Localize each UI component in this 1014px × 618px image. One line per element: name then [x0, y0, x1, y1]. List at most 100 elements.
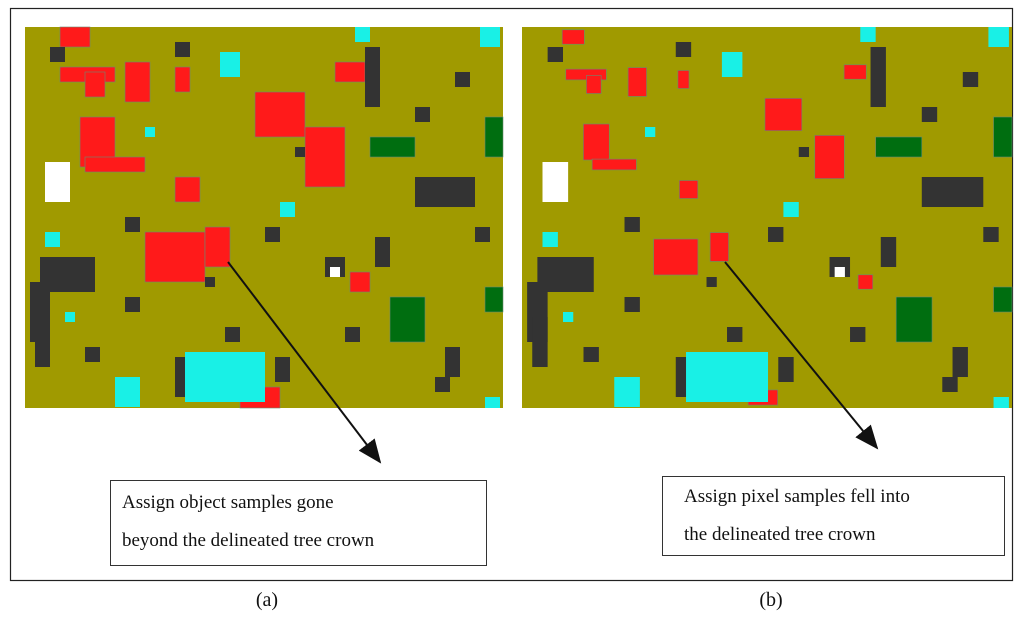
map-patch	[983, 227, 998, 242]
map-patch	[871, 47, 886, 107]
map-patch	[65, 312, 75, 322]
map-patch	[85, 157, 145, 172]
map-patch	[532, 317, 547, 367]
map-patch	[835, 267, 845, 277]
map-patch	[922, 177, 984, 207]
map-patch	[205, 227, 230, 267]
map-patch	[485, 397, 500, 408]
map-patch	[220, 52, 240, 77]
map-patch	[145, 127, 155, 137]
map-patch	[415, 177, 475, 207]
map-patch	[265, 227, 280, 242]
map-patch	[125, 217, 140, 232]
map-patch	[881, 237, 896, 267]
map-patch	[475, 227, 490, 242]
map-patch	[330, 267, 340, 277]
map-patch	[994, 287, 1012, 312]
map-patch	[850, 327, 865, 342]
map-patch	[710, 233, 728, 262]
map-patch	[115, 377, 140, 407]
map-patch	[778, 357, 793, 382]
map-patch	[355, 27, 370, 42]
map-patch	[375, 237, 390, 267]
map-patch	[994, 117, 1012, 157]
map-patch	[678, 71, 689, 89]
map-patch	[765, 98, 802, 130]
map-patch	[85, 72, 105, 97]
map-patch	[676, 42, 691, 57]
map-patch	[175, 42, 190, 57]
map-patch	[563, 312, 573, 322]
map-patch	[625, 297, 640, 312]
map-patch	[858, 275, 873, 289]
map-patch	[345, 327, 360, 342]
map-patch	[628, 68, 646, 97]
classification-map	[25, 27, 503, 408]
map-patch	[860, 27, 875, 42]
map-patch	[543, 232, 558, 247]
map-patch	[548, 47, 563, 62]
map-patch	[175, 177, 200, 202]
map-patch	[85, 347, 100, 362]
map-patch	[185, 352, 265, 402]
map-patch	[175, 67, 190, 92]
map-patch	[35, 317, 50, 367]
map-patch	[614, 377, 640, 407]
callout-text: Assign pixel samples fell into	[684, 486, 910, 507]
map-patch	[45, 162, 70, 202]
map-patch	[50, 47, 65, 62]
map-patch	[350, 272, 370, 292]
map-patch	[305, 127, 345, 187]
map-patch	[942, 377, 957, 392]
map-patch	[586, 76, 601, 94]
map-patch	[645, 127, 655, 137]
map-patch	[584, 347, 599, 362]
callout-text: beyond the delineated tree crown	[122, 530, 375, 551]
figure: Assign object samples gone beyond the de…	[0, 0, 1014, 618]
panel-label: (b)	[759, 589, 782, 611]
map-patch	[295, 147, 305, 157]
panel-label: (a)	[256, 589, 278, 611]
map-patch	[275, 357, 290, 382]
map-patch	[60, 27, 90, 47]
map-patch	[255, 92, 305, 137]
map-patch	[280, 202, 295, 217]
map-patch	[543, 162, 569, 202]
map-patch	[953, 347, 968, 377]
callout-text: the delineated tree crown	[684, 524, 876, 545]
map-patch	[679, 181, 697, 199]
map-patch	[625, 217, 640, 232]
map-patch	[876, 137, 922, 157]
map-patch	[722, 52, 743, 77]
map-patch	[480, 27, 500, 47]
map-patch	[445, 347, 460, 377]
map-patch	[455, 72, 470, 87]
map-patch	[583, 124, 609, 160]
map-patch	[844, 65, 866, 79]
map-patch	[562, 30, 584, 44]
callout-text: Assign object samples gone	[122, 492, 334, 513]
map-patch	[988, 27, 1009, 47]
map-patch	[390, 297, 425, 342]
map-patch	[125, 297, 140, 312]
map-patch	[125, 62, 150, 102]
map-patch	[922, 107, 937, 122]
map-patch	[485, 287, 503, 312]
map-patch	[205, 277, 215, 287]
map-patch	[370, 137, 415, 157]
map-patch	[415, 107, 430, 122]
map-patch	[768, 227, 783, 242]
classification-map	[522, 27, 1012, 408]
map-patch	[707, 277, 717, 287]
map-patch	[783, 202, 798, 217]
map-patch	[799, 147, 809, 157]
map-patch	[994, 397, 1009, 408]
map-patch	[485, 117, 503, 157]
map-patch	[145, 232, 205, 282]
map-patch	[686, 352, 768, 402]
map-patch	[592, 159, 636, 170]
map-patch	[727, 327, 742, 342]
map-patch	[335, 62, 365, 82]
map-patch	[963, 72, 978, 87]
map-patch	[896, 297, 932, 342]
